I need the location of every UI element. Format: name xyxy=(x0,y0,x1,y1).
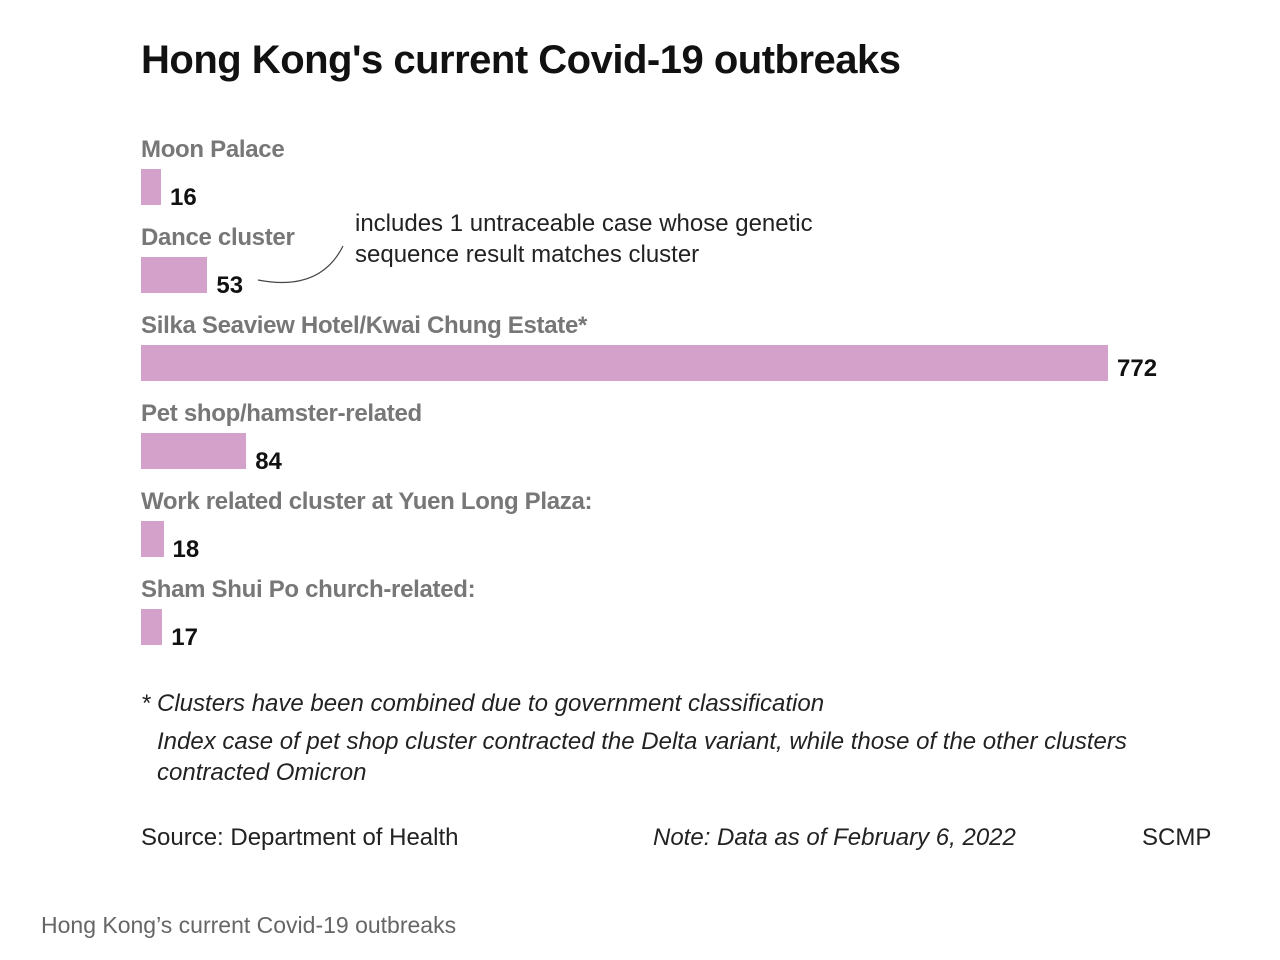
caption: Hong Kong’s current Covid-19 outbreaks xyxy=(41,912,457,938)
brand: SCMP xyxy=(1142,824,1212,851)
value-label: 84 xyxy=(255,448,282,475)
category-label: Moon Palace xyxy=(141,136,285,163)
value-label: 16 xyxy=(170,184,197,211)
value-label: 18 xyxy=(172,536,200,563)
annotation-line: sequence result matches cluster xyxy=(355,241,700,268)
category-label: Sham Shui Po church-related: xyxy=(141,576,476,603)
footnote-variant: Index case of pet shop cluster contracte… xyxy=(157,728,1127,755)
source: Source: Department of Health xyxy=(141,824,459,851)
value-label: 53 xyxy=(216,272,244,299)
note: Note: Data as of February 6, 2022 xyxy=(653,824,1016,851)
bar xyxy=(141,257,208,293)
footnote-combined: * Clusters have been combined due to gov… xyxy=(141,690,825,717)
annotation: includes 1 untraceable case whose geneti… xyxy=(355,208,813,270)
category-label: Dance cluster xyxy=(141,224,295,251)
value-label: 772 xyxy=(1117,355,1158,382)
bar xyxy=(141,169,162,205)
chart-title: Hong Kong's current Covid-19 outbreaks xyxy=(141,38,901,82)
bar xyxy=(141,521,164,557)
bar xyxy=(141,609,163,645)
bar xyxy=(141,345,1108,381)
category-label: Silka Seaview Hotel/Kwai Chung Estate* xyxy=(141,312,588,339)
value-label: 17 xyxy=(171,624,198,651)
category-label: Work related cluster at Yuen Long Plaza: xyxy=(141,488,593,515)
bar xyxy=(141,433,247,469)
annotation-line: includes 1 untraceable case whose geneti… xyxy=(355,210,813,237)
category-label: Pet shop/hamster-related xyxy=(141,400,422,427)
footnote-variant-cont: contracted Omicron xyxy=(157,759,367,786)
